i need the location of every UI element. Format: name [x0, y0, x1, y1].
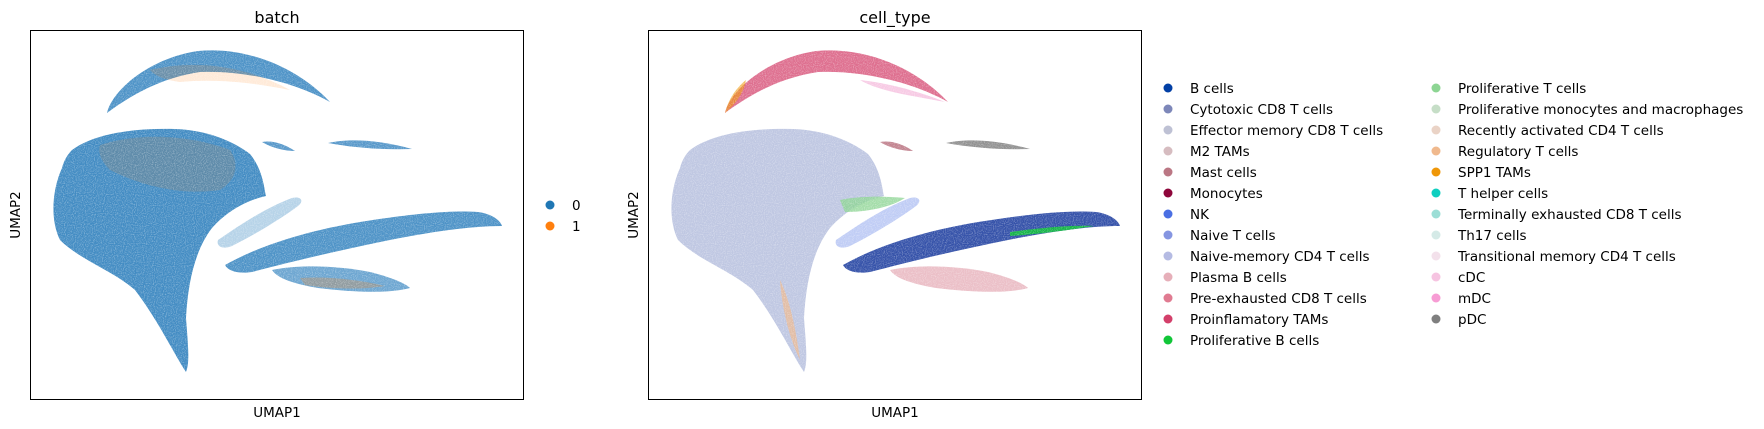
legend-label: Proliferative monocytes and macrophages: [1458, 102, 1743, 118]
legend-item: Effector memory CD8 T cells: [1163, 123, 1383, 139]
legend-marker: [1163, 83, 1173, 93]
legend-marker: [1163, 272, 1173, 282]
legend-label: Cytotoxic CD8 T cells: [1190, 102, 1333, 118]
legend-label: 1: [572, 219, 581, 235]
legend-label: Monocytes: [1190, 186, 1263, 202]
legend-marker: [1431, 104, 1441, 114]
legend-label: Recently activated CD4 T cells: [1458, 123, 1664, 139]
legend-item: Proinflamatory TAMs: [1163, 312, 1328, 328]
legend-marker: [545, 221, 555, 231]
legend-label: cDC: [1458, 270, 1485, 286]
legend-marker: [1163, 188, 1173, 198]
legend-item: Th17 cells: [1431, 228, 1527, 244]
legend-item: Proliferative B cells: [1163, 333, 1319, 349]
legend-label: Naive T cells: [1190, 228, 1276, 244]
batch-y-axis-label: UMAP2: [8, 191, 24, 239]
batch-x-axis-label: UMAP1: [253, 405, 301, 421]
legend-item: Cytotoxic CD8 T cells: [1163, 102, 1333, 118]
legend-marker: [1163, 251, 1173, 261]
legend-label: M2 TAMs: [1190, 144, 1250, 160]
legend-item: Proliferative monocytes and macrophages: [1431, 102, 1743, 118]
legend-marker: [1163, 104, 1173, 114]
batch-scatter-points: [30, 30, 524, 400]
legend-label: Effector memory CD8 T cells: [1190, 123, 1383, 139]
legend-label: T helper cells: [1457, 186, 1548, 202]
batch-plot-frame: [30, 30, 524, 400]
legend-item: Naive T cells: [1163, 228, 1276, 244]
legend-marker: [1431, 293, 1441, 303]
legend-marker: [1163, 230, 1173, 240]
legend-marker: [545, 200, 555, 210]
cell-type-x-axis-label: UMAP1: [871, 405, 919, 421]
legend-item: B cells: [1163, 81, 1234, 97]
legend-marker: [1163, 125, 1173, 135]
legend-item: Transitional memory CD4 T cells: [1431, 249, 1676, 265]
legend-label: Plasma B cells: [1190, 270, 1287, 286]
legend-marker: [1163, 314, 1173, 324]
legend-marker: [1431, 188, 1441, 198]
legend-item: Pre-exhausted CD8 T cells: [1163, 291, 1367, 307]
legend-item: Regulatory T cells: [1431, 144, 1578, 160]
cell-type-plot-frame: [648, 30, 1142, 400]
legend-marker: [1431, 314, 1441, 324]
legend-item: M2 TAMs: [1163, 144, 1250, 160]
legend-label: Terminally exhausted CD8 T cells: [1457, 207, 1682, 223]
legend-item: Plasma B cells: [1163, 270, 1287, 286]
legend-marker: [1163, 209, 1173, 219]
legend-item: NK: [1163, 207, 1210, 223]
legend-item: Monocytes: [1163, 186, 1263, 202]
legend-marker: [1431, 272, 1441, 282]
legend-marker: [1163, 146, 1173, 156]
legend-item: mDC: [1431, 291, 1491, 307]
legend-label: SPP1 TAMs: [1458, 165, 1531, 181]
legend-marker: [1431, 146, 1441, 156]
legend-label: Transitional memory CD4 T cells: [1457, 249, 1676, 265]
batch-panel: batch UMAP1 UMAP2 01: [8, 8, 581, 421]
cell-type-scatter-points: [648, 30, 1142, 400]
batch-legend: 01: [545, 198, 581, 235]
legend-label: mDC: [1458, 291, 1491, 307]
legend-item: Naive-memory CD4 T cells: [1163, 249, 1370, 265]
legend-marker: [1431, 83, 1441, 93]
legend-item: Recently activated CD4 T cells: [1431, 123, 1664, 139]
cell-type-title: cell_type: [859, 8, 930, 28]
legend-item: T helper cells: [1431, 186, 1548, 202]
legend-label: Proliferative T cells: [1458, 81, 1586, 97]
legend-marker: [1431, 167, 1441, 177]
legend-item: 1: [545, 219, 581, 235]
legend-item: SPP1 TAMs: [1431, 165, 1531, 181]
legend-label: Proliferative B cells: [1190, 333, 1319, 349]
legend-label: 0: [572, 198, 581, 214]
legend-label: Proinflamatory TAMs: [1190, 312, 1328, 328]
batch-title: batch: [254, 8, 299, 27]
legend-item: Proliferative T cells: [1431, 81, 1586, 97]
legend-item: pDC: [1431, 312, 1486, 328]
cell-type-legend: B cells Cytotoxic CD8 T cells Effector mem…: [1163, 81, 1743, 349]
legend-label: NK: [1190, 207, 1210, 223]
legend-item: 0: [545, 198, 581, 214]
legend-marker: [1163, 293, 1173, 303]
legend-label: Mast cells: [1190, 165, 1257, 181]
legend-label: B cells: [1190, 81, 1234, 97]
legend-label: pDC: [1458, 312, 1486, 328]
legend-label: Pre-exhausted CD8 T cells: [1190, 291, 1367, 307]
legend-item: Terminally exhausted CD8 T cells: [1431, 207, 1682, 223]
legend-marker: [1431, 125, 1441, 135]
legend-label: Regulatory T cells: [1458, 144, 1578, 160]
legend-label: Th17 cells: [1457, 228, 1527, 244]
legend-marker: [1431, 251, 1441, 261]
cell-type-y-axis-label: UMAP2: [626, 191, 642, 239]
legend-marker: [1163, 167, 1173, 177]
legend-item: cDC: [1431, 270, 1485, 286]
legend-marker: [1431, 209, 1441, 219]
legend-marker: [1431, 230, 1441, 240]
legend-item: Mast cells: [1163, 165, 1257, 181]
legend-marker: [1163, 335, 1173, 345]
legend-label: Naive-memory CD4 T cells: [1190, 249, 1370, 265]
